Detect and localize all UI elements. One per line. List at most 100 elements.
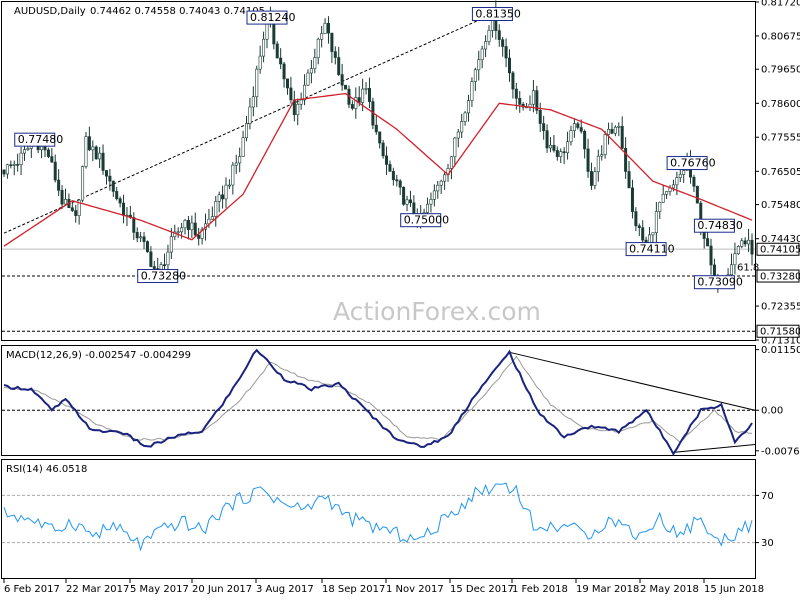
candle-body xyxy=(357,97,361,103)
y-tick-label: 0.74430 xyxy=(761,234,800,245)
candle-body xyxy=(279,57,283,65)
candle-body xyxy=(43,145,47,151)
candle-body xyxy=(620,126,624,149)
candle-body xyxy=(46,149,50,157)
candle-body xyxy=(217,194,221,202)
candle-body xyxy=(275,43,279,59)
candle-body xyxy=(484,41,488,50)
candle-body xyxy=(470,81,474,101)
price-right-labels: 0.74105 0.73280 0.71580 xyxy=(756,242,800,338)
x-tick-label: 6 Feb 2017 xyxy=(4,584,60,595)
candle-body xyxy=(296,103,300,116)
macd-header: MACD(12,26,9) -0.002547 -0.004299 xyxy=(6,350,191,361)
candle-body xyxy=(624,148,628,172)
right-price-label: 0.73280 xyxy=(760,272,800,283)
macd-trendline xyxy=(673,443,756,453)
candle-body xyxy=(115,191,119,200)
candle-body xyxy=(518,98,522,105)
candle-body xyxy=(193,222,197,236)
y-tick-label: 0.80675 xyxy=(761,31,800,42)
candle-body xyxy=(572,123,576,131)
candle-body xyxy=(60,190,64,205)
y-tick-label: 0.75480 xyxy=(761,200,800,211)
candle-body xyxy=(316,38,320,58)
y-tick-label: 0.79650 xyxy=(761,65,800,76)
candle-body xyxy=(473,69,477,82)
candle-body xyxy=(514,88,518,99)
candle-body xyxy=(374,124,378,133)
macd-line xyxy=(3,348,753,456)
right-price-box xyxy=(756,324,800,338)
rsi-levels xyxy=(2,494,755,544)
y-tick-label: 0.76505 xyxy=(761,167,800,178)
macd-signal xyxy=(3,355,753,443)
candle-body xyxy=(323,22,327,34)
candle-body xyxy=(149,251,153,267)
candle-body xyxy=(190,222,194,231)
candle-body xyxy=(559,151,563,157)
x-tick-label: 22 Mar 2017 xyxy=(66,584,129,595)
rsi-line xyxy=(3,482,753,552)
candle-body xyxy=(709,245,713,266)
candle-body xyxy=(132,217,136,233)
macd-panel xyxy=(1,345,756,456)
candle-body xyxy=(531,90,535,105)
candle-body xyxy=(210,216,214,220)
candle-body xyxy=(405,199,409,205)
candle-body xyxy=(589,171,593,186)
rsi-panel xyxy=(1,459,756,579)
candle-body xyxy=(661,193,665,203)
candle-body xyxy=(467,100,471,114)
candle-body xyxy=(579,127,583,132)
macd-y-axis: 0.011508 0.00 -0.007694 xyxy=(755,345,800,457)
candle-body xyxy=(326,22,330,34)
candle-body xyxy=(152,266,156,269)
candle-body xyxy=(607,128,611,135)
annotation-box xyxy=(693,218,735,233)
candle-body xyxy=(313,57,317,69)
candle-body xyxy=(436,184,440,192)
candle-body xyxy=(180,227,184,233)
candle-body xyxy=(497,30,501,40)
candle-body xyxy=(22,149,26,154)
watermark: ActionForex.com xyxy=(333,297,541,326)
candle-body xyxy=(630,187,634,212)
candle-body xyxy=(385,155,389,165)
candle-body xyxy=(562,151,566,154)
candle-body xyxy=(241,137,245,157)
candle-body xyxy=(507,57,511,74)
right-price-box xyxy=(756,242,800,256)
candle-body xyxy=(453,137,457,158)
candle-body xyxy=(480,48,484,61)
y-tick-label: 0.81720 xyxy=(761,0,800,9)
annotation-label: 0.75000 xyxy=(404,214,450,227)
candle-body xyxy=(730,264,734,276)
annotation-label: 0.81350 xyxy=(475,8,521,21)
candle-body xyxy=(439,180,443,186)
trendline-0 xyxy=(3,13,493,234)
macd-trendline xyxy=(509,351,756,411)
x-tick-label: 1 Nov 2017 xyxy=(386,584,444,595)
candle-body xyxy=(350,104,354,109)
candle-body xyxy=(408,199,412,204)
annotation-box xyxy=(693,275,735,290)
candle-body xyxy=(354,97,358,109)
annotation-box xyxy=(625,242,667,257)
candle-body xyxy=(231,164,235,186)
candle-body xyxy=(538,109,542,124)
candle-body xyxy=(388,164,392,172)
candle-body xyxy=(678,174,682,178)
candle-body xyxy=(617,126,621,128)
candle-body xyxy=(634,211,638,227)
candle-body xyxy=(593,171,597,186)
candle-body xyxy=(426,203,430,213)
annotation-label: 0.74110 xyxy=(629,243,675,256)
candle-body xyxy=(477,59,481,71)
candle-body xyxy=(122,202,126,216)
candle-body xyxy=(53,161,57,181)
candle-body xyxy=(251,96,255,108)
candle-body xyxy=(77,199,81,216)
candle-body xyxy=(361,88,365,103)
candle-body xyxy=(736,246,740,255)
candle-body xyxy=(248,106,252,124)
